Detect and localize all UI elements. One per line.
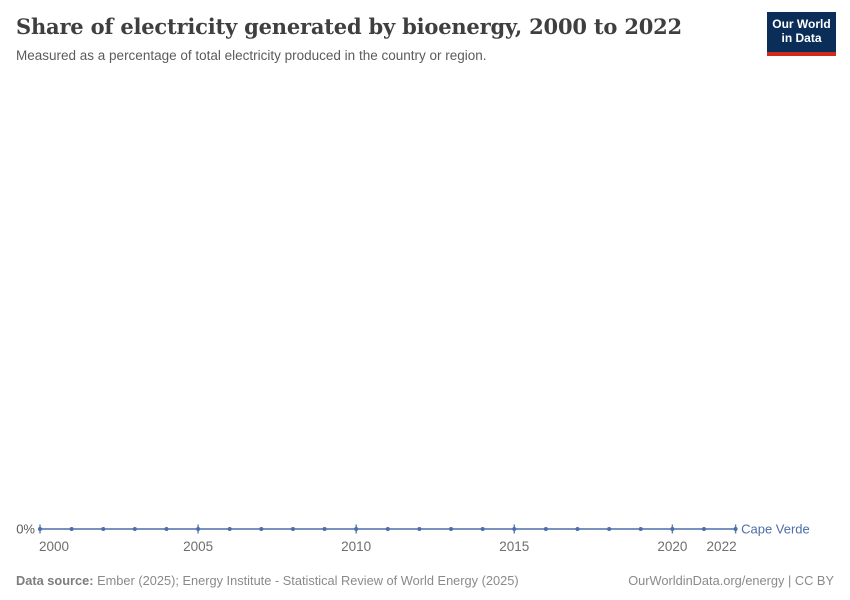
data-point-marker xyxy=(575,527,580,531)
data-point-marker xyxy=(322,527,327,531)
data-point-marker xyxy=(449,527,454,531)
data-point-marker xyxy=(354,527,359,531)
chart-footer: Data source: Ember (2025); Energy Instit… xyxy=(16,573,834,588)
owid-logo-text-line2: in Data xyxy=(781,31,822,45)
data-point-marker xyxy=(733,527,738,531)
data-point-marker xyxy=(38,527,42,531)
data-point-marker xyxy=(164,527,169,531)
x-tick-label: 2000 xyxy=(39,539,69,554)
data-source-label: Data source: xyxy=(16,573,94,588)
x-tick-label: 2015 xyxy=(499,539,529,554)
owid-logo[interactable]: Our World in Data xyxy=(767,12,836,56)
data-point-marker xyxy=(480,527,485,531)
x-tick-label: 2005 xyxy=(183,539,213,554)
x-tick-label: 2010 xyxy=(341,539,371,554)
data-source-text: Ember (2025); Energy Institute - Statist… xyxy=(97,573,519,588)
data-point-marker xyxy=(385,527,390,531)
license-link[interactable]: OurWorldinData.org/energy | CC BY xyxy=(628,573,834,588)
data-point-marker xyxy=(701,527,706,531)
data-point-marker xyxy=(417,527,422,531)
x-tick-label: 2022 xyxy=(707,539,737,554)
chart-header: Share of electricity generated by bioene… xyxy=(16,12,836,65)
data-point-marker xyxy=(227,527,232,531)
data-point-marker xyxy=(259,527,264,531)
data-point-marker xyxy=(132,527,137,531)
chart-subtitle: Measured as a percentage of total electr… xyxy=(16,48,487,64)
series-entity-label[interactable]: Cape Verde xyxy=(741,522,810,537)
y-axis-tick-label: 0% xyxy=(16,522,35,537)
data-point-marker xyxy=(512,527,517,531)
data-point-marker xyxy=(638,527,643,531)
data-point-marker xyxy=(101,527,106,531)
owid-logo-accent-bar xyxy=(767,52,836,56)
data-point-marker xyxy=(543,527,548,531)
title-block: Share of electricity generated by bioene… xyxy=(16,14,682,65)
owid-logo-box: Our World in Data xyxy=(767,12,836,52)
data-point-marker xyxy=(670,527,675,531)
data-point-marker xyxy=(69,527,74,531)
data-point-marker xyxy=(607,527,612,531)
chart-title: Share of electricity generated by bioene… xyxy=(16,14,682,39)
owid-logo-text-line1: Our World xyxy=(772,17,831,32)
data-point-marker xyxy=(196,527,201,531)
data-point-marker xyxy=(290,527,295,531)
data-source-note: Data source: Ember (2025); Energy Instit… xyxy=(16,573,519,588)
x-tick-label: 2020 xyxy=(657,539,687,554)
